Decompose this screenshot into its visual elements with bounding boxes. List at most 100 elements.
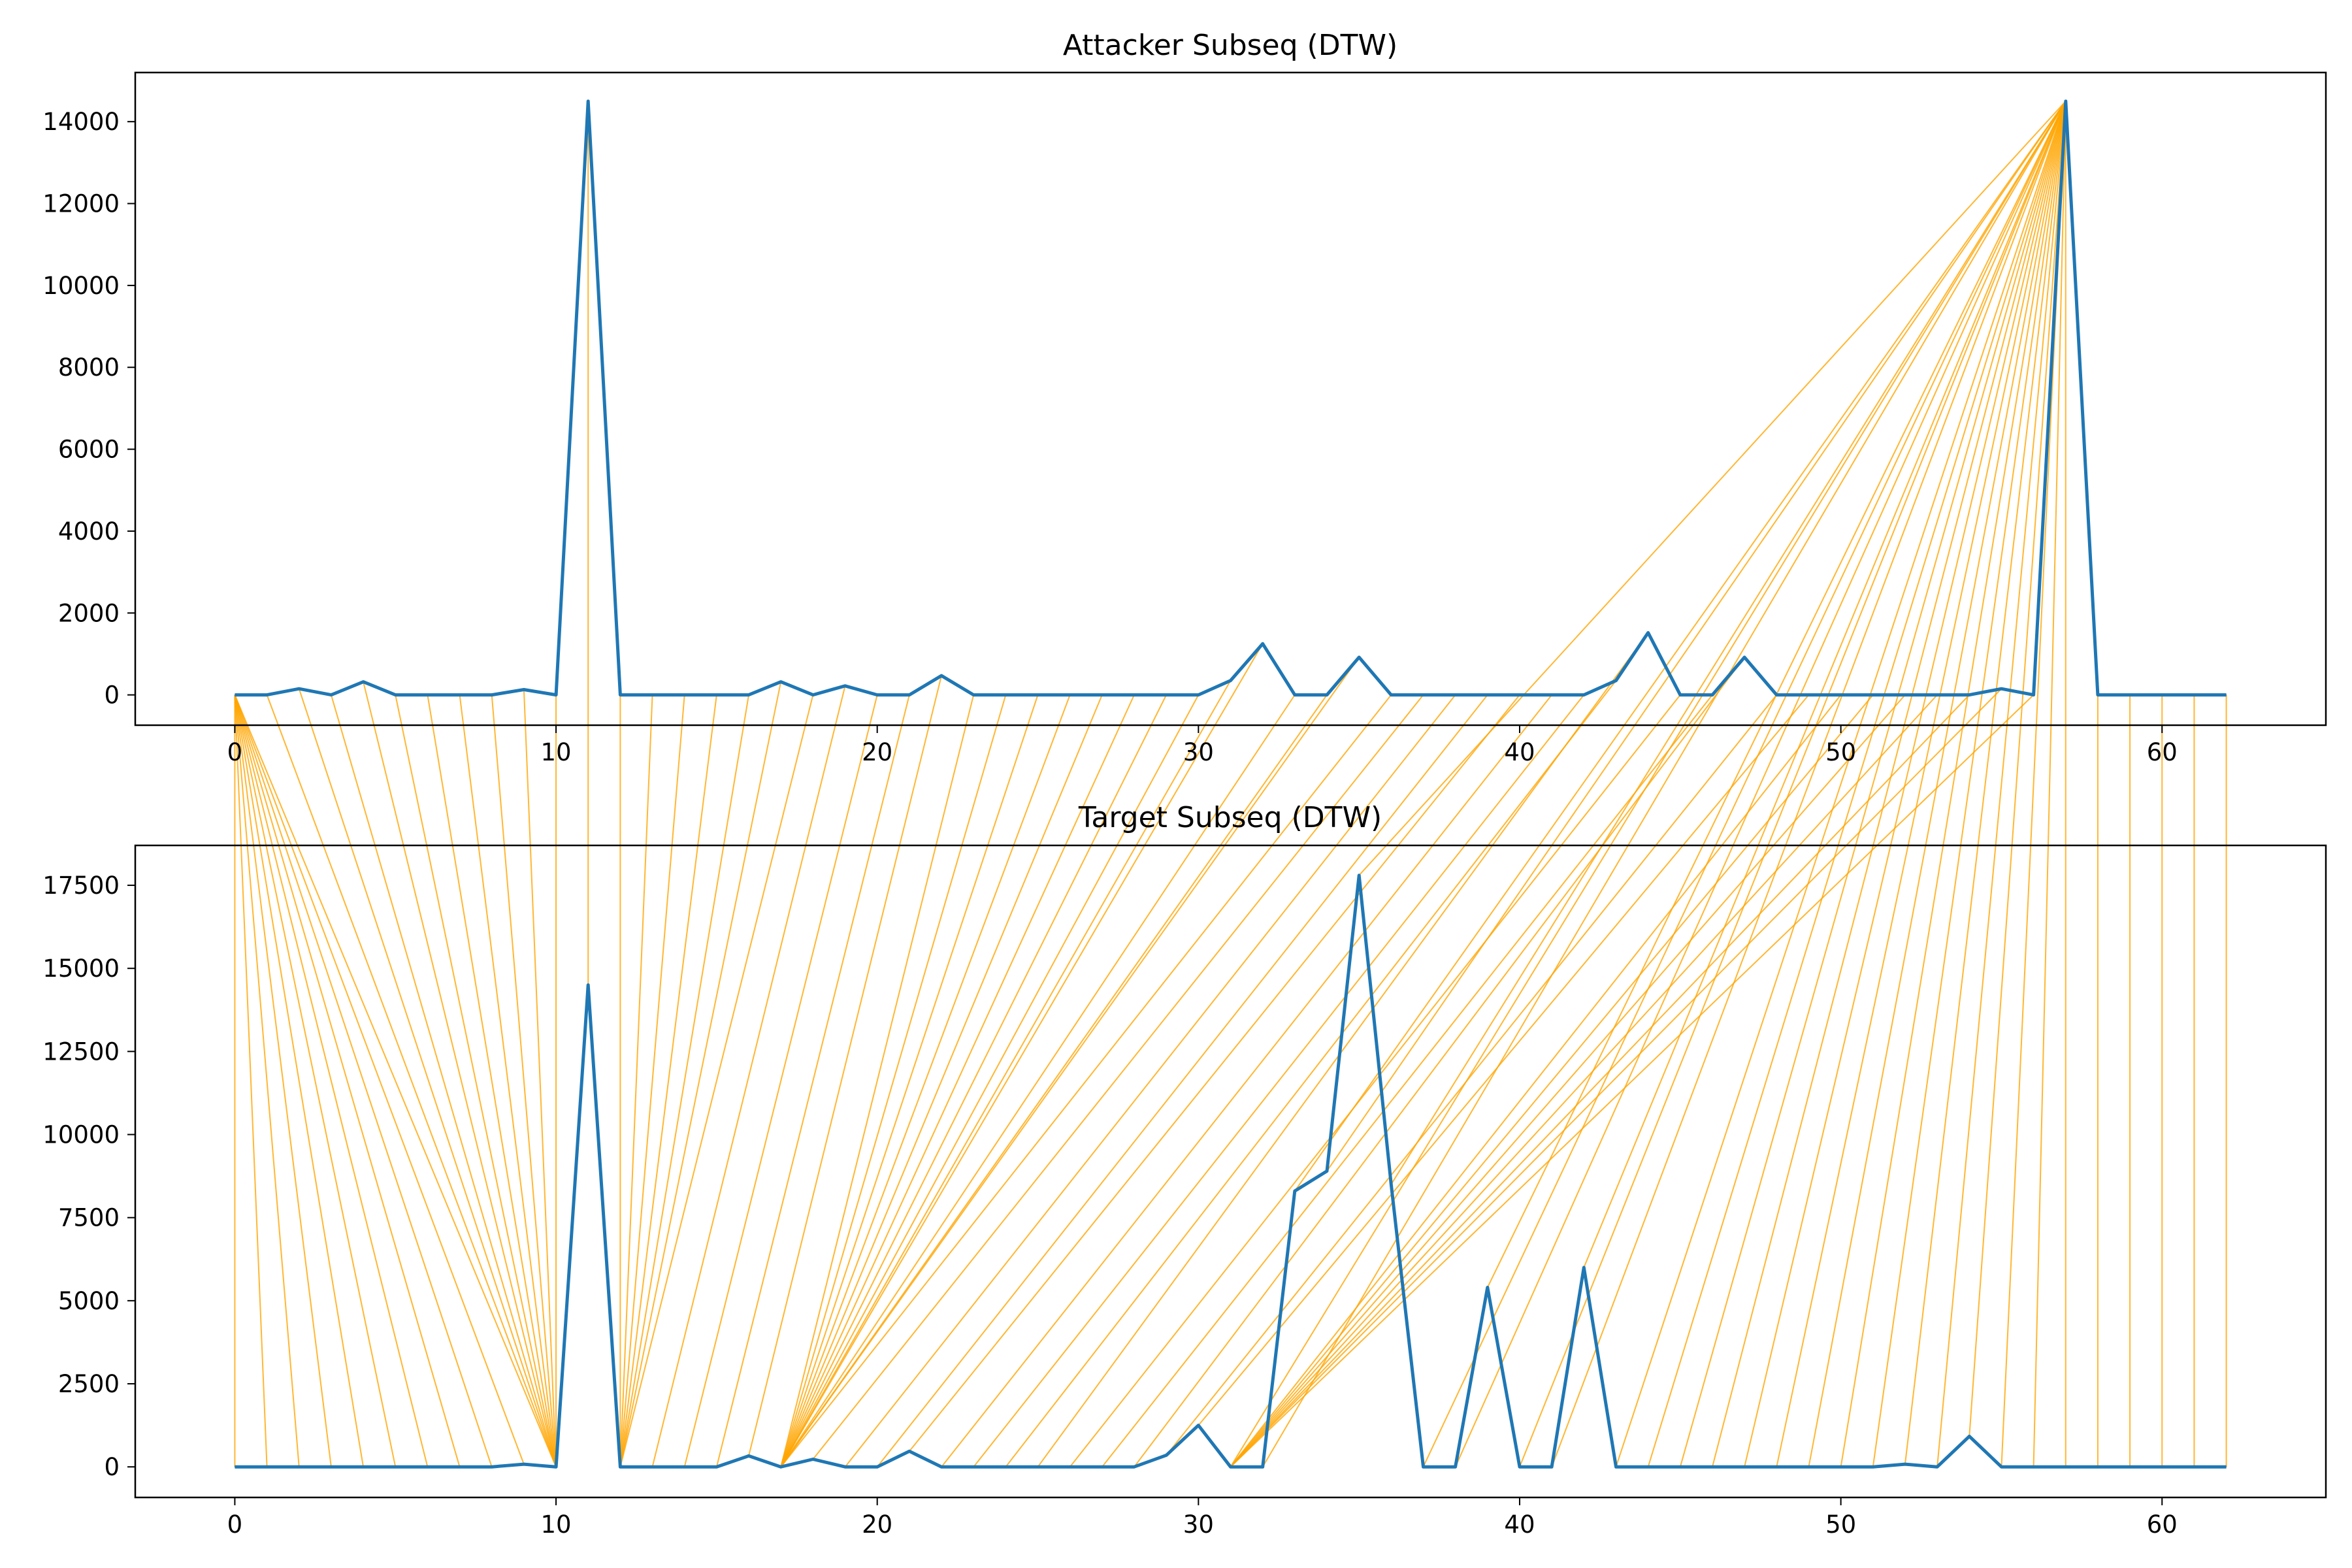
- dtw-connection: [1936, 101, 2066, 1467]
- data-point: [1390, 694, 1392, 696]
- dtw-connection: [780, 694, 1135, 1467]
- dtw-connection: [1647, 101, 2066, 1467]
- data-point: [1487, 694, 1488, 696]
- target-series: [234, 874, 2227, 1469]
- dtw-connection: [1198, 694, 1810, 1426]
- y-tick-label: 0: [104, 681, 120, 710]
- dtw-connection: [298, 688, 557, 1467]
- data-point: [395, 694, 396, 696]
- dtw-connection: [491, 694, 557, 1467]
- dtw-connection: [234, 694, 493, 1467]
- dtw-connection: [234, 694, 397, 1467]
- dtw-connection: [523, 689, 557, 1467]
- dtw-connection: [619, 694, 814, 1467]
- y-tick-label: 2000: [58, 599, 120, 627]
- data-point: [1422, 694, 1424, 696]
- attacker-panel: Attacker Subseq (DTW) 0 10 20 30 40 50 60 0 2000…: [42, 29, 2327, 766]
- dtw-connection: [844, 694, 1456, 1467]
- dtw-connection: [1808, 101, 2066, 1467]
- dtw-connection: [780, 694, 1103, 1467]
- data-point: [1198, 1425, 1199, 1426]
- dtw-connection: [619, 694, 717, 1467]
- dtw-connection: [1230, 694, 2034, 1467]
- dtw-connection: [780, 694, 1007, 1467]
- dtw-connection: [1454, 101, 2066, 1467]
- data-point: [1166, 694, 1167, 696]
- data-point: [555, 694, 557, 696]
- dtw-connection: [1230, 694, 1842, 1467]
- data-point: [1872, 694, 1874, 696]
- data-point: [1294, 694, 1296, 696]
- dtw-connection: [330, 694, 557, 1467]
- dtw-connection: [1230, 101, 2066, 1467]
- dtw-connection: [780, 694, 1328, 1467]
- data-point: [1808, 694, 1809, 696]
- y-tick-label: 15000: [42, 955, 120, 983]
- dtw-connection: [234, 694, 429, 1467]
- dtw-connection: [1840, 101, 2066, 1467]
- dtw-connection: [1005, 680, 1617, 1467]
- dtw-connection: [1230, 694, 1906, 1467]
- dtw-connection: [780, 694, 1200, 1467]
- dtw-connection: [619, 694, 653, 1467]
- x-tick-label: 30: [1183, 738, 1214, 766]
- dtw-connection: [1230, 694, 1938, 1467]
- x-tick-label: 60: [2147, 738, 2178, 766]
- dtw-connection: [780, 694, 1392, 1467]
- dtw-connection: [1551, 101, 2066, 1467]
- data-point: [1455, 694, 1456, 696]
- data-point: [427, 694, 428, 696]
- data-point: [1326, 694, 1328, 696]
- data-point: [1487, 1287, 1488, 1288]
- dtw-connection: [812, 694, 1424, 1460]
- dtw-connection: [2033, 101, 2066, 1467]
- dtw-connection: [715, 694, 910, 1467]
- data-point: [1936, 694, 1938, 696]
- data-point: [2129, 694, 2131, 696]
- x-tick-label: 40: [1504, 738, 1535, 766]
- target-panel: Target Subseq (DTW) 0 10 20 30 40 50 60 0 2500 50…: [42, 801, 2327, 1539]
- target-chart-title: Target Subseq (DTW): [1078, 801, 1382, 834]
- y-tick-label: 14000: [42, 108, 120, 136]
- x-tick-label: 50: [1825, 1511, 1856, 1539]
- data-point: [2226, 694, 2227, 696]
- y-tick-label: 0: [104, 1453, 120, 1481]
- data-point: [1776, 694, 1777, 696]
- data-point: [2161, 694, 2163, 696]
- dtw-connection: [780, 680, 1232, 1467]
- data-point: [973, 694, 974, 696]
- dtw-connection: [1166, 694, 1778, 1456]
- y-tick-label: 10000: [42, 272, 120, 300]
- x-tick-label: 20: [862, 1511, 892, 1539]
- x-tick-label: 40: [1504, 1511, 1535, 1539]
- dtw-connection: [234, 694, 300, 1467]
- y-tick-label: 8000: [58, 353, 120, 382]
- data-point: [363, 681, 364, 683]
- attacker-ticks: 0 10 20 30 40 50 60 0 2000 4000 6000 8000 10000 12000…: [42, 108, 2178, 766]
- dtw-connection: [780, 694, 1039, 1467]
- data-point: [652, 694, 653, 696]
- data-point: [1904, 1463, 1906, 1465]
- data-point: [1519, 694, 1520, 696]
- dtw-connection: [876, 694, 1488, 1467]
- dtw-connection: [1037, 632, 1649, 1467]
- y-tick-label: 7500: [58, 1204, 120, 1232]
- data-point: [1037, 694, 1039, 696]
- dtw-connection: [1583, 101, 2066, 1268]
- dtw-connection: [234, 694, 461, 1467]
- dtw-connection: [363, 681, 557, 1467]
- dtw-connection: [941, 694, 1552, 1467]
- data-point: [2097, 694, 2099, 696]
- dtw-connection: [973, 694, 1585, 1467]
- x-tick-label: 0: [227, 738, 243, 766]
- data-point: [1840, 694, 1842, 696]
- dtw-connection: [427, 694, 557, 1467]
- data-point: [1968, 1435, 1970, 1437]
- data-point: [1230, 680, 1231, 681]
- x-tick-label: 10: [541, 1511, 572, 1539]
- dtw-connection: [1102, 694, 1713, 1467]
- data-point: [2033, 694, 2034, 696]
- data-point: [619, 694, 621, 696]
- dtw-connection: [1744, 101, 2066, 1467]
